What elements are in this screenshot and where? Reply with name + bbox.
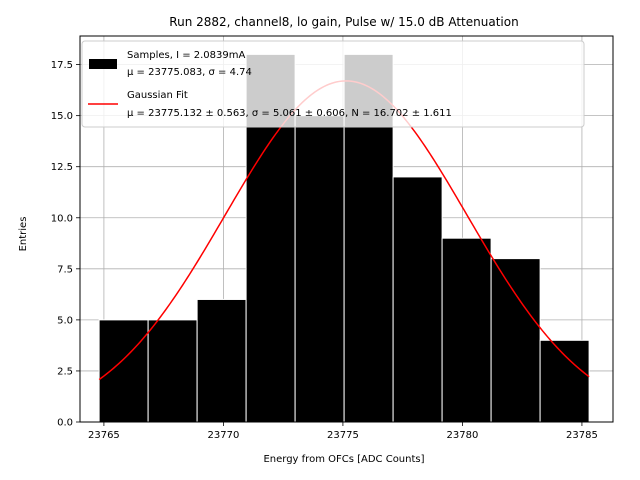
- y-tick-label-0: 0.0: [57, 418, 73, 429]
- histogram-bar-9: [539, 339, 590, 423]
- x-axis-label: Energy from OFCs [ADC Counts]: [263, 454, 424, 465]
- histogram-bar-7: [441, 237, 492, 423]
- histogram-bar-1: [147, 319, 198, 423]
- histogram-bar-0: [98, 319, 149, 423]
- y-tick-label-5: 12.5: [51, 162, 73, 173]
- legend-samples-swatch: [89, 59, 117, 69]
- y-tick-label-2: 5.0: [57, 315, 73, 326]
- y-axis-label: Entries: [18, 217, 29, 252]
- histogram-bar-4: [294, 115, 345, 423]
- legend-samples-label: Samples, I = 2.0839mA: [127, 50, 245, 61]
- y-tick-label-4: 10.0: [51, 213, 73, 224]
- legend: Samples, I = 2.0839mA μ = 23775.083, σ =…: [81, 40, 585, 128]
- y-tick-label-3: 7.5: [57, 264, 73, 275]
- legend-box: [81, 40, 585, 128]
- x-tick-label-2: 23775: [327, 430, 359, 441]
- y-axis-ticks: 0.0 2.5 5.0 7.5 10.0 12.5 15.0 17.5: [51, 60, 80, 429]
- histogram-bar-2: [196, 298, 247, 423]
- histogram-bar-8: [490, 258, 541, 423]
- legend-fit-stats: μ = 23775.132 ± 0.563, σ = 5.061 ± 0.606…: [127, 108, 452, 119]
- chart-title: Run 2882, channel8, lo gain, Pulse w/ 15…: [169, 15, 518, 29]
- x-tick-label-0: 23765: [88, 430, 120, 441]
- y-tick-label-1: 2.5: [57, 366, 73, 377]
- x-tick-label-3: 23780: [447, 430, 479, 441]
- legend-samples-stats: μ = 23775.083, σ = 4.74: [127, 67, 252, 78]
- x-tick-label-4: 23785: [566, 430, 598, 441]
- legend-fit-label: Gaussian Fit: [127, 90, 188, 101]
- y-tick-label-7: 17.5: [51, 60, 73, 71]
- y-tick-label-6: 15.0: [51, 111, 73, 122]
- histogram-bar-6: [392, 176, 443, 423]
- x-tick-label-1: 23770: [208, 430, 240, 441]
- x-axis-ticks: 23765 23770 23775 23780 23785: [88, 422, 598, 441]
- plot-frame: [79, 35, 614, 423]
